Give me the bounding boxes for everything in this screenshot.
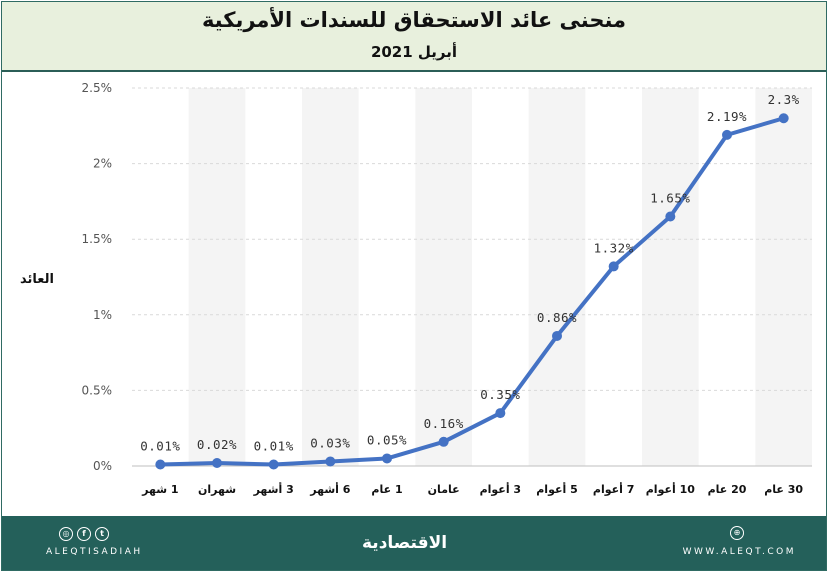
x-tick-label: 7 أعوام [593, 482, 635, 496]
x-tick-label: 30 عام [764, 483, 803, 496]
facebook-icon[interactable]: f [77, 527, 91, 541]
y-tick-label: 0.5% [82, 383, 113, 397]
column-band [755, 88, 812, 466]
data-label: 0.35% [480, 387, 520, 402]
column-band [415, 88, 472, 466]
column-band [528, 88, 586, 466]
data-point [155, 459, 166, 470]
x-tick-label: شهران [198, 483, 236, 496]
y-tick-label: 2% [93, 157, 112, 171]
data-point [438, 436, 449, 447]
data-label: 0.03% [310, 435, 350, 450]
data-label: 0.01% [254, 438, 294, 453]
data-point [212, 457, 222, 468]
data-label: 1.65% [650, 191, 690, 206]
x-tick-label: 1 عام [371, 483, 402, 496]
x-tick-label: عامان [428, 483, 460, 496]
column-band [302, 88, 359, 466]
footer: ◎ f t ALEQTISADIAH الاقتصادية ⊕ WWW.ALEQ… [2, 516, 826, 570]
y-tick-label: 0% [93, 459, 112, 473]
y-tick-label: 1.5% [82, 232, 113, 246]
column-band [188, 88, 246, 466]
y-tick-label: 2.5% [82, 81, 113, 95]
data-point [608, 261, 619, 272]
data-point [382, 453, 392, 464]
website-link[interactable]: WWW.ALEQT.COM [682, 547, 796, 557]
data-point [325, 456, 336, 467]
globe-icon: ⊕ [730, 526, 744, 540]
data-label: 1.32% [594, 240, 634, 255]
chart-title: منحنى عائد الاستحقاق للسندات الأمريكية [201, 8, 627, 32]
social-icons: ◎ f t [59, 527, 109, 541]
data-label: 0.86% [537, 310, 577, 325]
social-handle: ALEQTISADIAH [46, 547, 143, 557]
data-label: 2.19% [707, 109, 747, 124]
series-line [158, 116, 786, 467]
data-point [665, 211, 676, 222]
x-tick-label: 6 أشهر [309, 482, 351, 496]
data-point [552, 330, 562, 341]
brand-logo: الاقتصادية [362, 533, 448, 553]
y-axis-label: العائد [20, 272, 54, 287]
data-point [722, 129, 732, 140]
twitter-icon[interactable]: t [95, 527, 109, 541]
chart-subtitle: أبريل 2021 [370, 43, 458, 61]
x-tick-label: 10 أعوام [646, 482, 695, 496]
yield-curve-chart: 0% 0.5% 1% 1.5% 2% 2.5% 1 شهر شهران 3 أشهر 6 أشهر… [82, 81, 812, 496]
x-tick-label: 20 عام [708, 483, 747, 496]
chart-header: منحنى عائد الاستحقاق للسندات الأمريكية أ… [2, 2, 826, 72]
y-tick-label: 1% [93, 308, 112, 322]
data-label: 0.16% [424, 416, 464, 431]
data-label: 2.3% [768, 92, 800, 107]
data-label: 0.01% [140, 438, 180, 453]
data-label: 0.05% [367, 432, 407, 447]
data-point [268, 459, 279, 470]
data-point [778, 113, 789, 124]
instagram-icon[interactable]: ◎ [59, 527, 73, 541]
data-point [495, 408, 506, 419]
x-tick-label: 3 أعوام [480, 482, 522, 496]
column-band [642, 88, 699, 466]
data-label: 0.02% [197, 437, 237, 452]
x-tick-label: 1 شهر [141, 483, 178, 496]
x-tick-label: 3 أشهر [253, 482, 294, 496]
x-tick-label: 5 أعوام [536, 482, 578, 496]
